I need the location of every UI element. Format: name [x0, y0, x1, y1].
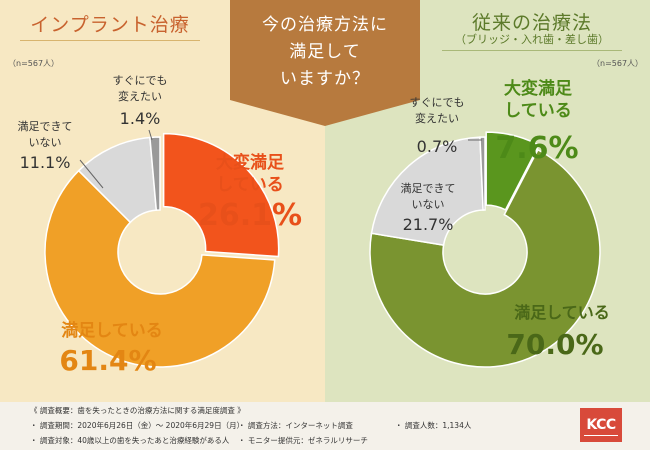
- left-label-change-1: すぐにでも: [113, 74, 168, 87]
- left-leader-change: [148, 129, 153, 141]
- survey-footer: [0, 402, 650, 450]
- left-label-very-2: している: [216, 175, 284, 195]
- right-label-unsatisfied-2: いない: [412, 198, 445, 211]
- footer-overview: 《 調査概要：歯を失ったときの治療方法に関する満足度調査 》: [30, 406, 245, 415]
- question-banner: [230, 0, 420, 126]
- chart0-slice-satisfied: [44, 169, 276, 368]
- footer-period: ・ 調査期間：2020年6月26日（金）～ 2020年6月29日（月）: [30, 421, 245, 430]
- footer-method: ・ 調査方法：インターネット調査: [238, 421, 353, 430]
- question-line-3: いますか？: [280, 69, 370, 89]
- right-label-very-2: している: [504, 101, 572, 121]
- left-label-very-1: 大変満足: [216, 152, 284, 173]
- left-sample-size: （n=567人）: [8, 59, 60, 68]
- right-value-satisfied: 70.0%: [506, 328, 603, 361]
- right-label-satisfied: 満足している: [514, 303, 610, 322]
- right-chart-subtitle: （ブリッジ・入れ歯・差し歯）: [455, 33, 609, 46]
- right-title-underline: [442, 50, 622, 51]
- chart1-slice-satisfied: [369, 148, 601, 368]
- kcc-logo: KCC: [580, 408, 622, 442]
- right-chart-title: 従来の治療法: [471, 12, 592, 34]
- right-label-change-2: 変えたい: [415, 111, 459, 125]
- left-leader-unsatisfied: [79, 159, 104, 189]
- footer-target: ・ 調査対象：40歳以上の歯を失ったあと治療経験がある人: [30, 436, 230, 445]
- left-label-unsatisfied-2: いない: [29, 136, 62, 149]
- right-label-change-1: すぐにでも: [410, 96, 465, 109]
- right-value-very: 7.6%: [495, 131, 578, 166]
- chart1-slice-unsatisfied: [370, 136, 484, 247]
- chart1-slice-very: [485, 131, 541, 211]
- right-value-unsatisfied: 21.7%: [403, 215, 454, 234]
- left-value-satisfied: 61.4%: [59, 344, 156, 377]
- left-value-unsatisfied: 11.1%: [20, 153, 71, 172]
- left-label-unsatisfied-1: 満足できて: [18, 120, 73, 133]
- chart1-slice-change: [479, 136, 486, 211]
- left-value-very: 26.1%: [198, 198, 302, 233]
- footer-monitor: ・ モニター提供元：ゼネラルリサーチ: [238, 436, 368, 445]
- right-value-change: 0.7%: [417, 137, 458, 156]
- chart0-slice-change: [149, 136, 161, 211]
- right-label-very-1: 大変満足: [504, 78, 572, 99]
- left-label-change-2: 変えたい: [118, 89, 162, 103]
- chart0-slice-very: [162, 132, 280, 258]
- right-label-unsatisfied-1: 満足できて: [401, 182, 456, 195]
- left-label-satisfied: 満足している: [61, 320, 163, 341]
- left-chart-title: インプラント治療: [30, 14, 190, 36]
- footer-count: ・ 調査人数：1,134人: [395, 421, 472, 430]
- right-sample-size: （n=567人）: [592, 59, 644, 68]
- left-title-underline: [20, 40, 200, 41]
- question-line-2: 満足して: [289, 42, 361, 62]
- left-value-change: 1.4%: [120, 109, 161, 128]
- question-line-1: 今の治療方法に: [262, 15, 388, 35]
